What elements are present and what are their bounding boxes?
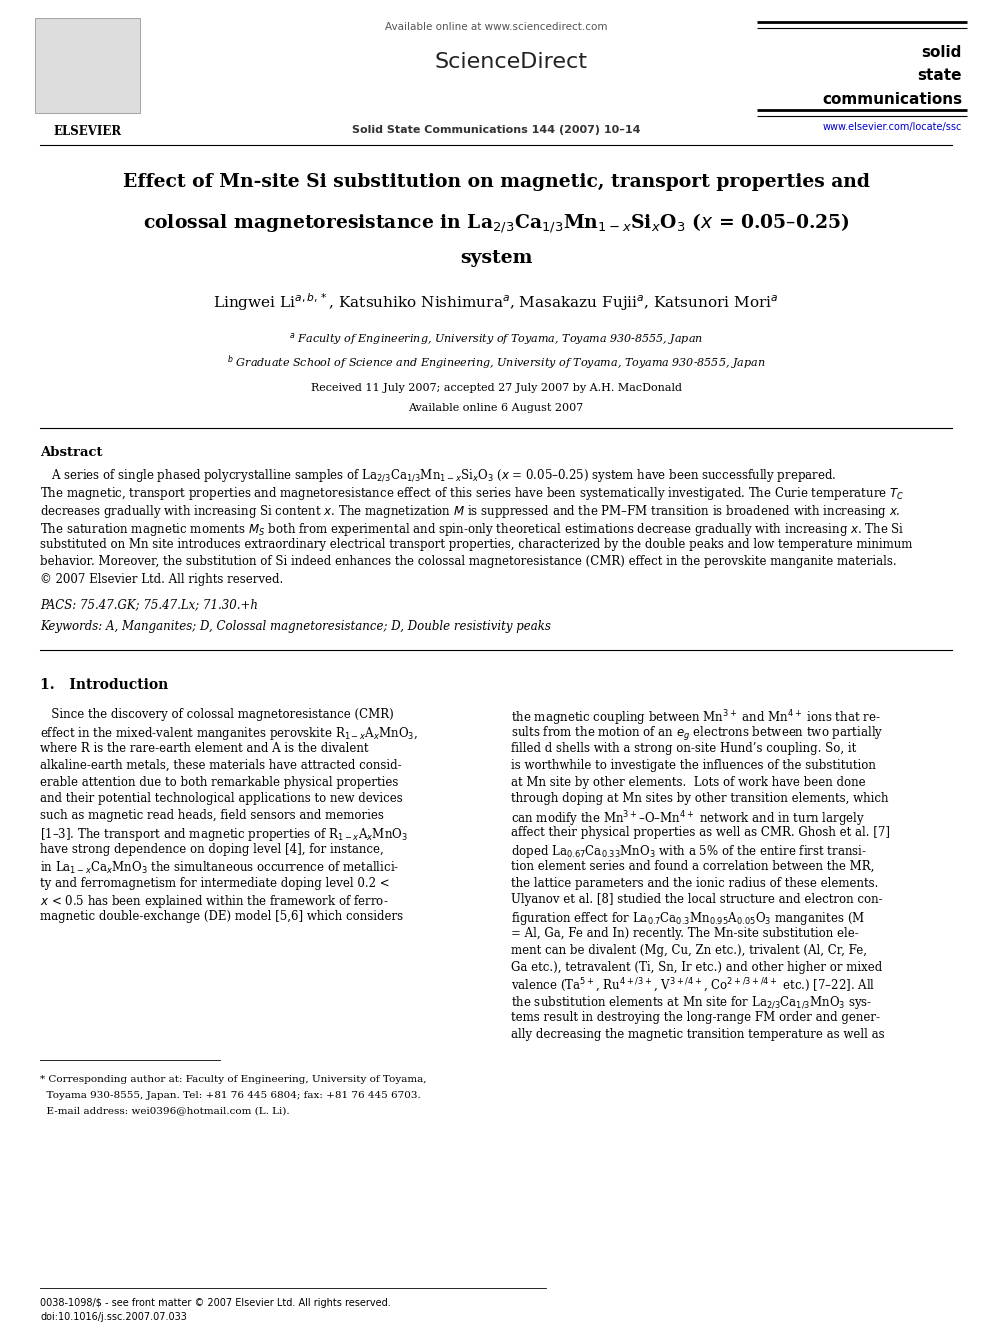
- Text: communications: communications: [822, 93, 962, 107]
- Text: at Mn site by other elements.  Lots of work have been done: at Mn site by other elements. Lots of wo…: [511, 775, 866, 789]
- Text: E-mail address: wei0396@hotmail.com (L. Li).: E-mail address: wei0396@hotmail.com (L. …: [40, 1106, 290, 1115]
- Text: * Corresponding author at: Faculty of Engineering, University of Toyama,: * Corresponding author at: Faculty of En…: [40, 1074, 427, 1084]
- Text: tems result in destroying the long-range FM order and gener-: tems result in destroying the long-range…: [511, 1011, 880, 1024]
- Text: can modify the Mn$^{3+}$–O–Mn$^{4+}$ network and in turn largely: can modify the Mn$^{3+}$–O–Mn$^{4+}$ net…: [511, 810, 865, 830]
- Text: substituted on Mn site introduces extraordinary electrical transport properties,: substituted on Mn site introduces extrao…: [40, 538, 913, 550]
- Text: valence (Ta$^{5+}$, Ru$^{4+/3+}$, V$^{3+/4+}$, Co$^{2+/3+/4+}$ etc.) [7–22]. All: valence (Ta$^{5+}$, Ru$^{4+/3+}$, V$^{3+…: [511, 978, 875, 995]
- Text: PACS: 75.47.GK; 75.47.Lx; 71.30.+h: PACS: 75.47.GK; 75.47.Lx; 71.30.+h: [40, 598, 258, 611]
- Text: Received 11 July 2007; accepted 27 July 2007 by A.H. MacDonald: Received 11 July 2007; accepted 27 July …: [310, 382, 682, 393]
- Text: ScienceDirect: ScienceDirect: [434, 52, 587, 71]
- Text: ELSEVIER: ELSEVIER: [54, 124, 122, 138]
- Text: alkaline-earth metals, these materials have attracted consid-: alkaline-earth metals, these materials h…: [40, 759, 402, 771]
- Text: through doping at Mn sites by other transition elements, which: through doping at Mn sites by other tran…: [511, 792, 889, 806]
- Text: Solid State Communications 144 (2007) 10–14: Solid State Communications 144 (2007) 10…: [352, 124, 640, 135]
- Text: The magnetic, transport properties and magnetoresistance effect of this series h: The magnetic, transport properties and m…: [40, 486, 905, 503]
- Text: Abstract: Abstract: [40, 446, 102, 459]
- Text: is worthwhile to investigate the influences of the substitution: is worthwhile to investigate the influen…: [511, 759, 876, 771]
- Text: ment can be divalent (Mg, Cu, Zn etc.), trivalent (Al, Cr, Fe,: ment can be divalent (Mg, Cu, Zn etc.), …: [511, 943, 867, 957]
- Text: doped La$_{0.67}$Ca$_{0.33}$MnO$_3$ with a 5% of the entire first transi-: doped La$_{0.67}$Ca$_{0.33}$MnO$_3$ with…: [511, 843, 867, 860]
- Text: the lattice parameters and the ionic radius of these elements.: the lattice parameters and the ionic rad…: [511, 877, 878, 889]
- Text: Ga etc.), tetravalent (Ti, Sn, Ir etc.) and other higher or mixed: Ga etc.), tetravalent (Ti, Sn, Ir etc.) …: [511, 960, 882, 974]
- Text: www.elsevier.com/locate/ssc: www.elsevier.com/locate/ssc: [822, 122, 962, 132]
- Text: Lingwei Li$^{a,b,*}$, Katsuhiko Nishimura$^a$, Masakazu Fujii$^a$, Katsunori Mor: Lingwei Li$^{a,b,*}$, Katsuhiko Nishimur…: [213, 291, 779, 312]
- Text: Effect of Mn-site Si substitution on magnetic, transport properties and: Effect of Mn-site Si substitution on mag…: [122, 173, 870, 191]
- Text: A series of single phased polycrystalline samples of La$_{2/3}$Ca$_{1/3}$Mn$_{1-: A series of single phased polycrystallin…: [40, 468, 836, 484]
- Text: Ulyanov et al. [8] studied the local structure and electron con-: Ulyanov et al. [8] studied the local str…: [511, 893, 883, 906]
- Text: and their potential technological applications to new devices: and their potential technological applic…: [40, 792, 403, 806]
- Text: erable attention due to both remarkable physical properties: erable attention due to both remarkable …: [40, 775, 399, 789]
- Text: in La$_{1-x}$Ca$_x$MnO$_3$ the simultaneous occurrence of metallici-: in La$_{1-x}$Ca$_x$MnO$_3$ the simultane…: [40, 860, 400, 876]
- Text: decreases gradually with increasing Si content $x$. The magnetization $M$ is sup: decreases gradually with increasing Si c…: [40, 503, 901, 520]
- Text: the substitution elements at Mn site for La$_{2/3}$Ca$_{1/3}$MnO$_3$ sys-: the substitution elements at Mn site for…: [511, 994, 872, 1011]
- Text: = Al, Ga, Fe and In) recently. The Mn-site substitution ele-: = Al, Ga, Fe and In) recently. The Mn-si…: [511, 927, 859, 939]
- Text: The saturation magnetic moments $M_S$ both from experimental and spin-only theor: The saturation magnetic moments $M_S$ bo…: [40, 520, 905, 537]
- Text: tion element series and found a correlation between the MR,: tion element series and found a correlat…: [511, 860, 874, 873]
- Text: doi:10.1016/j.ssc.2007.07.033: doi:10.1016/j.ssc.2007.07.033: [40, 1312, 186, 1322]
- Text: filled d shells with a strong on-site Hund’s coupling. So, it: filled d shells with a strong on-site Hu…: [511, 742, 856, 755]
- Text: state: state: [918, 67, 962, 83]
- Text: solid: solid: [922, 45, 962, 60]
- Bar: [35, 19, 140, 112]
- Text: 0038-1098/$ - see front matter © 2007 Elsevier Ltd. All rights reserved.: 0038-1098/$ - see front matter © 2007 El…: [40, 1298, 391, 1308]
- Text: have strong dependence on doping level [4], for instance,: have strong dependence on doping level […: [40, 843, 384, 856]
- Text: such as magnetic read heads, field sensors and memories: such as magnetic read heads, field senso…: [40, 810, 384, 823]
- Text: ally decreasing the magnetic transition temperature as well as: ally decreasing the magnetic transition …: [511, 1028, 885, 1041]
- Text: © 2007 Elsevier Ltd. All rights reserved.: © 2007 Elsevier Ltd. All rights reserved…: [40, 573, 284, 586]
- Text: magnetic double-exchange (DE) model [5,6] which considers: magnetic double-exchange (DE) model [5,6…: [40, 910, 403, 923]
- Text: Since the discovery of colossal magnetoresistance (CMR): Since the discovery of colossal magnetor…: [40, 709, 394, 721]
- Text: Toyama 930-8555, Japan. Tel: +81 76 445 6804; fax: +81 76 445 6703.: Toyama 930-8555, Japan. Tel: +81 76 445 …: [40, 1090, 421, 1099]
- Text: [1–3]. The transport and magnetic properties of R$_{1-x}$A$_x$MnO$_3$: [1–3]. The transport and magnetic proper…: [40, 826, 408, 843]
- Text: Keywords: A, Manganites; D, Colossal magnetoresistance; D, Double resistivity pe: Keywords: A, Manganites; D, Colossal mag…: [40, 620, 551, 634]
- Text: Available online at www.sciencedirect.com: Available online at www.sciencedirect.co…: [385, 22, 607, 32]
- Text: Available online 6 August 2007: Available online 6 August 2007: [409, 404, 583, 413]
- Text: sults from the motion of an $e_g$ electrons between two partially: sults from the motion of an $e_g$ electr…: [511, 725, 884, 744]
- Text: $^a$ Faculty of Engineering, University of Toyama, Toyama 930-8555, Japan: $^a$ Faculty of Engineering, University …: [289, 331, 703, 347]
- Text: effect in the mixed-valent manganites perovskite R$_{1-x}$A$_x$MnO$_3$,: effect in the mixed-valent manganites pe…: [40, 725, 418, 742]
- Text: the magnetic coupling between Mn$^{3+}$ and Mn$^{4+}$ ions that re-: the magnetic coupling between Mn$^{3+}$ …: [511, 709, 881, 728]
- Text: 1.   Introduction: 1. Introduction: [40, 679, 169, 692]
- Text: system: system: [460, 249, 532, 267]
- Text: behavior. Moreover, the substitution of Si indeed enhances the colossal magnetor: behavior. Moreover, the substitution of …: [40, 556, 897, 569]
- Text: figuration effect for La$_{0.7}$Ca$_{0.3}$Mn$_{0.95}$A$_{0.05}$O$_3$ manganites : figuration effect for La$_{0.7}$Ca$_{0.3…: [511, 910, 865, 927]
- Text: colossal magnetoresistance in La$_{2/3}$Ca$_{1/3}$Mn$_{1-x}$Si$_x$O$_3$ ($x$ = 0: colossal magnetoresistance in La$_{2/3}$…: [143, 210, 849, 235]
- Text: affect their physical properties as well as CMR. Ghosh et al. [7]: affect their physical properties as well…: [511, 826, 890, 839]
- Text: $^b$ Graduate School of Science and Engineering, University of Toyama, Toyama 93: $^b$ Graduate School of Science and Engi…: [227, 353, 765, 372]
- Text: where R is the rare-earth element and A is the divalent: where R is the rare-earth element and A …: [40, 742, 368, 755]
- Text: $x$ < 0.5 has been explained within the framework of ferro-: $x$ < 0.5 has been explained within the …: [40, 893, 389, 910]
- Text: ty and ferromagnetism for intermediate doping level 0.2 <: ty and ferromagnetism for intermediate d…: [40, 877, 390, 889]
